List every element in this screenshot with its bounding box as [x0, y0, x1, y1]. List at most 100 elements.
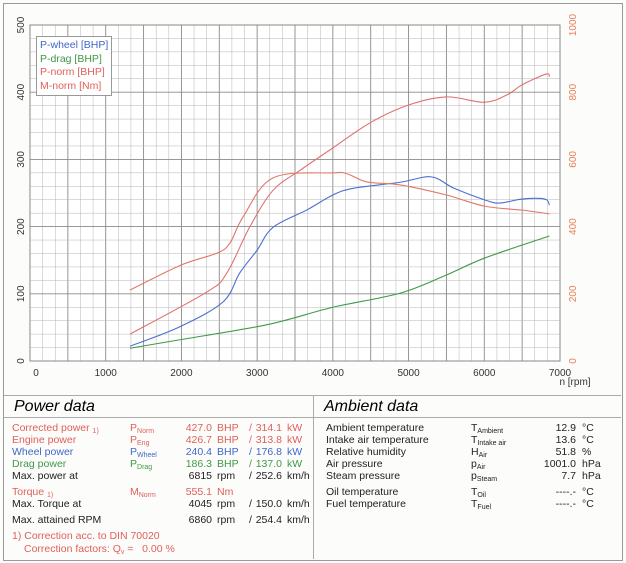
- x-axis-label: n [rpm]: [559, 377, 590, 388]
- value-1: 6815: [188, 470, 212, 482]
- x-tick-label: 7000: [549, 368, 572, 379]
- row-label: Ambient temperature: [326, 422, 425, 434]
- separator: /: [249, 470, 252, 482]
- correction-sub: v: [120, 549, 125, 556]
- sym: p: [471, 458, 477, 470]
- unit-1: rpm: [217, 514, 236, 526]
- row-symbol: TFuel: [471, 498, 491, 511]
- sym: T: [471, 486, 478, 498]
- row-symbol: TIntake air: [471, 434, 506, 447]
- legend-p-norm: P-norm [BHP]: [40, 66, 105, 78]
- value-2: 314.1: [255, 422, 282, 434]
- y-right-tick-label: 1000: [568, 13, 579, 36]
- footnote-din: 1) Correction acc. to DIN 70020: [12, 530, 160, 542]
- unit-2: km/h: [287, 514, 310, 526]
- unit: hPa: [582, 458, 601, 470]
- series-line-p-drag: [129, 235, 550, 349]
- legend-p-drag: P-drag [BHP]: [40, 52, 102, 65]
- x-tick-label: 2000: [170, 368, 193, 379]
- sym: H: [471, 446, 479, 458]
- sym: P: [130, 458, 138, 470]
- label-text: Drag power: [12, 458, 67, 470]
- ambient-data-panel: Ambient data Ambient temperature TAmbien…: [314, 395, 621, 559]
- unit: °C: [582, 486, 594, 498]
- sym-sub: Air: [478, 452, 488, 459]
- sym: M: [130, 486, 139, 498]
- row-label: Relative humidity: [326, 446, 406, 458]
- unit-2: kW: [287, 434, 303, 446]
- value-2: 150.0: [255, 498, 282, 510]
- y-right-tick-label: 0: [568, 358, 579, 364]
- unit: °C: [582, 434, 594, 446]
- label-text: Max. attained RPM: [12, 514, 102, 526]
- value-2: 254.4: [255, 514, 282, 526]
- y-left-tick-label: 500: [16, 16, 27, 33]
- label-text: Torque: [12, 486, 45, 498]
- y-right-tick-label: 800: [568, 83, 579, 100]
- row-symbol: PEng: [130, 434, 149, 447]
- value-1: 426.7: [185, 434, 212, 446]
- y-left-tick-label: 200: [16, 218, 27, 235]
- value: ----.-: [555, 498, 576, 510]
- row-label: Wheel power: [12, 446, 73, 459]
- label-text: Wheel power: [12, 446, 74, 458]
- legend-p-wheel: P-wheel [BHP]: [40, 39, 109, 51]
- sym-sub: Intake air: [477, 440, 507, 447]
- unit-2: km/h: [287, 470, 310, 482]
- y-right-tick-label: 400: [568, 218, 579, 235]
- x-tick-label: 0: [33, 368, 39, 379]
- series-line-p-norm: [129, 73, 550, 335]
- sym-sub: Drag: [137, 464, 153, 471]
- row-symbol: HAir: [471, 446, 487, 459]
- value-2: 252.6: [255, 470, 282, 482]
- note: 1): [47, 492, 54, 499]
- sym-sub: Ambient: [477, 428, 504, 435]
- y-right-tick-label: 600: [568, 151, 579, 168]
- value-1: 240.4: [185, 446, 212, 458]
- separator: /: [249, 514, 252, 526]
- y-left-tick-label: 300: [16, 151, 27, 168]
- unit-1: BHP: [217, 458, 239, 470]
- sym-sub: Eng: [137, 440, 150, 447]
- row-label: Fuel temperature: [326, 498, 406, 510]
- sym: T: [471, 422, 478, 434]
- unit-1: BHP: [217, 434, 239, 446]
- value: 12.9: [555, 422, 576, 434]
- unit: hPa: [582, 470, 601, 482]
- value-2: 313.8: [255, 434, 282, 446]
- series-line-m-norm: [129, 171, 550, 291]
- row-label: Steam pressure: [326, 470, 401, 482]
- unit-2: km/h: [287, 498, 310, 510]
- unit-1: rpm: [217, 470, 236, 482]
- unit: °C: [582, 422, 594, 434]
- y-left-tick-label: 0: [16, 358, 27, 364]
- row-symbol: PNorm: [130, 422, 154, 435]
- value: 51.8: [555, 446, 576, 458]
- separator: /: [249, 434, 252, 446]
- value-1: 6860: [188, 514, 212, 526]
- sym-sub: Air: [476, 464, 486, 471]
- value-1: 186.3: [185, 458, 212, 470]
- sym: P: [130, 434, 138, 446]
- value-1: 427.0: [185, 422, 212, 434]
- unit-2: kW: [287, 422, 303, 434]
- label-text: Max. Torque at: [12, 498, 82, 510]
- separator: /: [249, 458, 252, 470]
- value-2: 137.0: [255, 458, 282, 470]
- row-label: Engine power: [12, 434, 76, 447]
- correction-label: Correction factors: Q: [24, 543, 121, 555]
- x-tick-label: 1000: [95, 368, 118, 379]
- sym: T: [471, 434, 478, 446]
- sym: T: [471, 498, 478, 510]
- row-label: Corrected power 1): [12, 422, 99, 435]
- x-tick-label: 4000: [322, 368, 345, 379]
- value: 13.6: [555, 434, 576, 446]
- y-left-tick-label: 400: [16, 83, 27, 100]
- y-left-tick-label: 100: [16, 285, 27, 302]
- label-text: Corrected power: [12, 422, 90, 434]
- unit-1: rpm: [217, 498, 236, 510]
- report-frame: [3, 3, 623, 561]
- value-1: 4045: [188, 498, 212, 510]
